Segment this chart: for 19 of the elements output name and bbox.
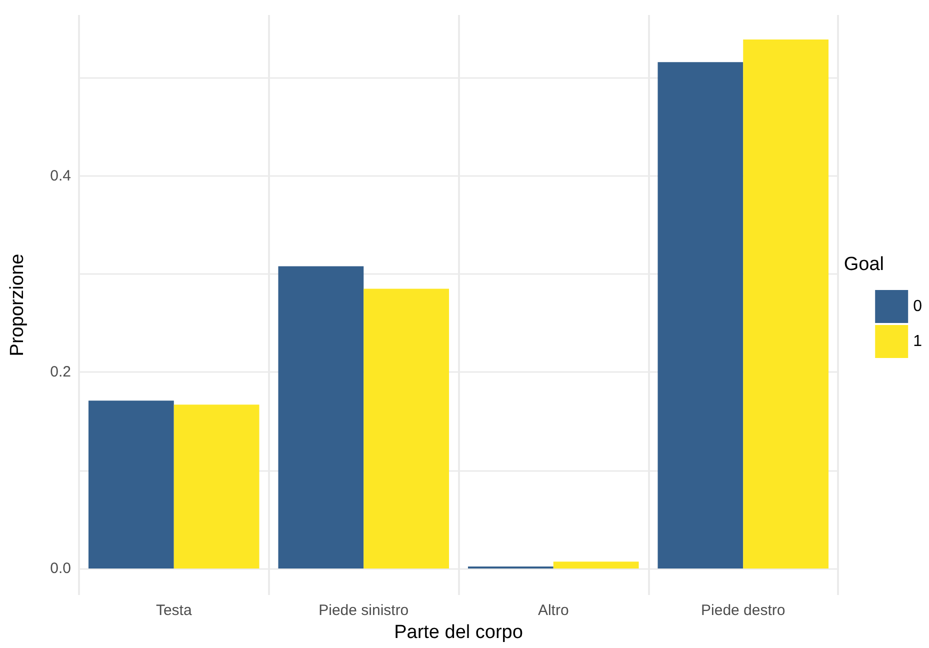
x-tick-label: Piede sinistro — [318, 602, 409, 619]
bar — [364, 288, 450, 569]
legend-label: 0 — [913, 298, 922, 315]
y-tick-label: 0.2 — [50, 364, 71, 381]
legend-label: 1 — [913, 333, 922, 350]
legend-title: Goal — [844, 254, 884, 275]
bar — [88, 400, 174, 569]
bar — [278, 266, 364, 569]
x-axis-title: Parte del corpo — [394, 622, 523, 643]
bar — [658, 62, 744, 569]
bar — [174, 404, 260, 569]
bar — [743, 40, 829, 569]
bar — [553, 562, 639, 569]
x-tick-label: Altro — [538, 602, 569, 619]
y-axis-title: Proporzione — [7, 254, 28, 356]
y-tick-label: 0.4 — [50, 167, 71, 184]
x-tick-label: Testa — [156, 602, 192, 619]
x-tick-label: Piede destro — [701, 602, 786, 619]
y-tick-label: 0.0 — [50, 560, 71, 578]
